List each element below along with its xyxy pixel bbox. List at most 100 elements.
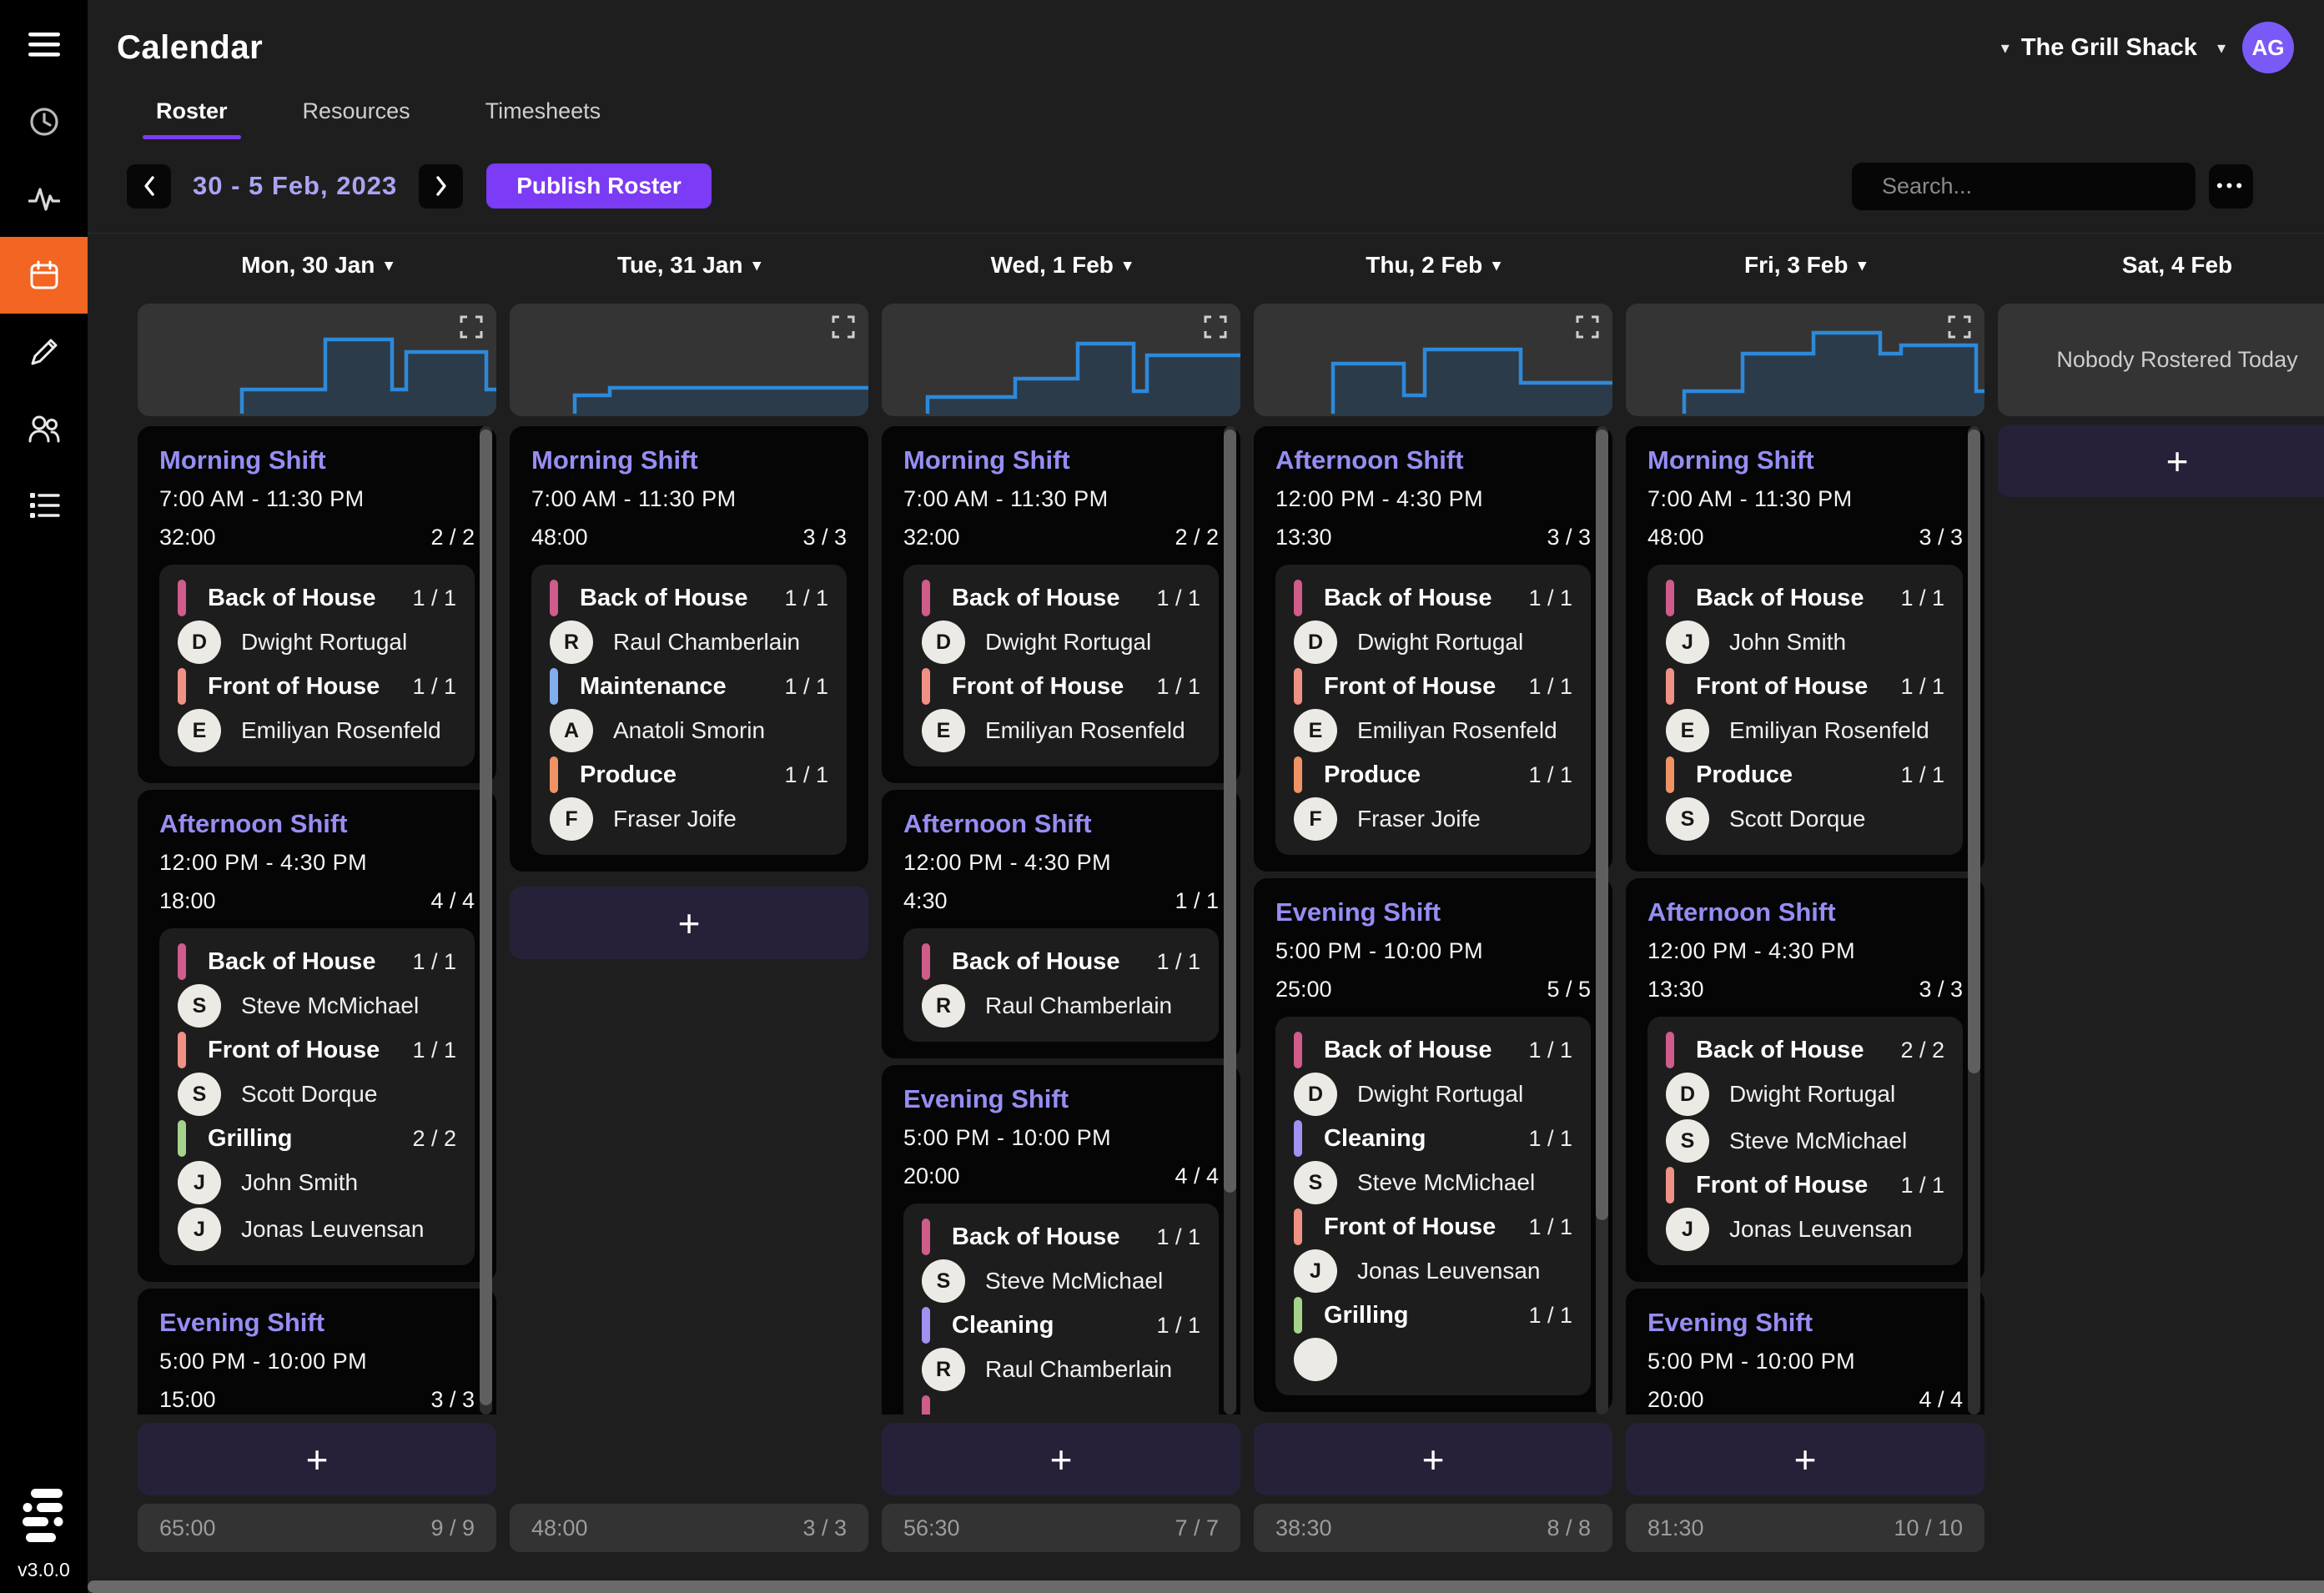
person-row[interactable]: S Steve McMichael bbox=[922, 1259, 1200, 1303]
role-row[interactable]: Front of House 1 / 1 bbox=[1666, 668, 1944, 705]
role-row[interactable]: Maintenance 1 / 1 bbox=[550, 668, 828, 705]
shift-card[interactable]: Evening Shift 5:00 PM - 10:00 PM 20:00 4… bbox=[882, 1065, 1240, 1415]
person-row[interactable]: S Steve McMichael bbox=[178, 984, 456, 1028]
person-row[interactable]: A Anatoli Smorin bbox=[550, 709, 828, 752]
role-row[interactable]: Back of House 1 / 1 bbox=[922, 943, 1200, 980]
person-row[interactable]: E Emiliyan Rosenfeld bbox=[1294, 709, 1572, 752]
scrollbar-thumb[interactable] bbox=[480, 430, 492, 1405]
calendar-icon[interactable] bbox=[0, 237, 88, 314]
shift-card[interactable]: Morning Shift 7:00 AM - 11:30 PM 48:00 3… bbox=[510, 426, 868, 872]
role-row[interactable]: Front of House 1 / 1 bbox=[1294, 1209, 1572, 1245]
tab-roster[interactable]: Roster bbox=[143, 98, 240, 139]
role-row[interactable]: Produce 1 / 1 bbox=[1666, 756, 1944, 793]
role-row[interactable]: Front of House 1 / 1 bbox=[1666, 1167, 1944, 1204]
org-switcher[interactable]: The Grill Shack bbox=[2020, 33, 2197, 61]
clock-icon[interactable] bbox=[0, 83, 88, 160]
person-row[interactable]: D Dwight Rortugal bbox=[178, 621, 456, 664]
shift-card[interactable]: Afternoon Shift 12:00 PM - 4:30 PM 4:30 … bbox=[882, 790, 1240, 1058]
shift-card[interactable]: Evening Shift 5:00 PM - 10:00 PM 25:00 5… bbox=[1254, 878, 1612, 1412]
tab-resources[interactable]: Resources bbox=[302, 98, 410, 123]
role-row[interactable]: Produce 1 / 1 bbox=[1294, 756, 1572, 793]
person-row[interactable]: E Emiliyan Rosenfeld bbox=[1666, 709, 1944, 752]
role-row[interactable]: Back of House 1 / 1 bbox=[922, 1219, 1200, 1255]
next-week-button[interactable] bbox=[419, 163, 464, 209]
add-shift-button[interactable]: + bbox=[882, 1423, 1240, 1495]
role-row[interactable]: Back of House 1 / 1 bbox=[1294, 1032, 1572, 1068]
shift-card[interactable]: Afternoon Shift 12:00 PM - 4:30 PM 13:30… bbox=[1254, 426, 1612, 872]
expand-icon[interactable] bbox=[459, 314, 484, 339]
role-row[interactable]: Back of House 1 / 1 bbox=[178, 943, 456, 980]
role-row[interactable]: Back of House 1 / 1 bbox=[550, 580, 828, 616]
day-chevron-down-icon[interactable]: ▾ bbox=[1123, 256, 1132, 274]
org-chevron-down-icon[interactable]: ▾ bbox=[2000, 38, 2010, 58]
publish-roster-button[interactable]: Publish Roster bbox=[486, 163, 712, 209]
scrollbar-thumb[interactable] bbox=[1968, 430, 1980, 1073]
role-row[interactable]: Cleaning 1 / 1 bbox=[1294, 1120, 1572, 1157]
expand-icon[interactable] bbox=[831, 314, 856, 339]
scrollbar-thumb[interactable] bbox=[1596, 430, 1608, 1220]
role-row[interactable]: Back of House 1 / 1 bbox=[922, 580, 1200, 616]
person-row[interactable]: R Raul Chamberlain bbox=[922, 1348, 1200, 1391]
expand-icon[interactable] bbox=[1947, 314, 1972, 339]
person-row[interactable]: J John Smith bbox=[178, 1161, 456, 1204]
role-row[interactable]: Grilling 2 / 2 bbox=[178, 1120, 456, 1157]
role-row[interactable] bbox=[922, 1395, 1200, 1415]
more-options-button[interactable]: ••• bbox=[2209, 163, 2253, 209]
person-row[interactable]: S Scott Dorque bbox=[1666, 797, 1944, 841]
person-row[interactable]: S Scott Dorque bbox=[178, 1073, 456, 1116]
user-avatar[interactable]: AG bbox=[2242, 22, 2294, 73]
person-row[interactable]: R Raul Chamberlain bbox=[922, 984, 1200, 1028]
role-row[interactable]: Produce 1 / 1 bbox=[550, 756, 828, 793]
role-row[interactable]: Front of House 1 / 1 bbox=[1294, 668, 1572, 705]
activity-icon[interactable] bbox=[0, 160, 88, 237]
tab-timesheets[interactable]: Timesheets bbox=[485, 98, 601, 123]
person-row[interactable]: D Dwight Rortugal bbox=[922, 621, 1200, 664]
shift-card[interactable]: Afternoon Shift 12:00 PM - 4:30 PM 13:30… bbox=[1626, 878, 1984, 1282]
expand-icon[interactable] bbox=[1203, 314, 1228, 339]
shift-card[interactable]: Morning Shift 7:00 AM - 11:30 PM 32:00 2… bbox=[138, 426, 496, 783]
add-shift-button[interactable]: + bbox=[1998, 425, 2324, 497]
person-row[interactable]: S Steve McMichael bbox=[1666, 1119, 1944, 1163]
horizontal-scrollbar-thumb[interactable] bbox=[88, 1580, 2324, 1593]
search-input[interactable] bbox=[1880, 172, 2179, 200]
account-chevron-down-icon[interactable]: ▾ bbox=[2216, 38, 2226, 58]
add-shift-button[interactable]: + bbox=[138, 1423, 496, 1495]
person-row[interactable]: J John Smith bbox=[1666, 621, 1944, 664]
role-row[interactable]: Grilling 1 / 1 bbox=[1294, 1297, 1572, 1334]
person-row[interactable] bbox=[1294, 1338, 1572, 1381]
role-row[interactable]: Back of House 1 / 1 bbox=[1294, 580, 1572, 616]
person-row[interactable]: E Emiliyan Rosenfeld bbox=[178, 709, 456, 752]
role-row[interactable]: Front of House 1 / 1 bbox=[178, 668, 456, 705]
person-row[interactable]: J Jonas Leuvensan bbox=[1294, 1249, 1572, 1293]
person-row[interactable]: J Jonas Leuvensan bbox=[178, 1208, 456, 1251]
role-row[interactable]: Front of House 1 / 1 bbox=[922, 668, 1200, 705]
person-row[interactable]: F Fraser Joife bbox=[550, 797, 828, 841]
people-icon[interactable] bbox=[0, 390, 88, 467]
person-row[interactable]: D Dwight Rortugal bbox=[1294, 621, 1572, 664]
add-shift-button[interactable]: + bbox=[1254, 1423, 1612, 1495]
day-chevron-down-icon[interactable]: ▾ bbox=[1492, 256, 1501, 274]
role-row[interactable]: Back of House 2 / 2 bbox=[1666, 1032, 1944, 1068]
person-row[interactable]: J Jonas Leuvensan bbox=[1666, 1208, 1944, 1251]
person-row[interactable]: D Dwight Rortugal bbox=[1666, 1073, 1944, 1116]
scrollbar-thumb[interactable] bbox=[1224, 430, 1236, 1193]
shift-card[interactable]: Morning Shift 7:00 AM - 11:30 PM 48:00 3… bbox=[1626, 426, 1984, 872]
day-chevron-down-icon[interactable]: ▾ bbox=[1858, 256, 1866, 274]
menu-icon[interactable] bbox=[0, 7, 88, 83]
pencil-icon[interactable] bbox=[0, 314, 88, 390]
shift-card[interactable]: Morning Shift 7:00 AM - 11:30 PM 32:00 2… bbox=[882, 426, 1240, 783]
person-row[interactable]: D Dwight Rortugal bbox=[1294, 1073, 1572, 1116]
person-row[interactable]: E Emiliyan Rosenfeld bbox=[922, 709, 1200, 752]
role-row[interactable]: Back of House 1 / 1 bbox=[178, 580, 456, 616]
person-row[interactable]: R Raul Chamberlain bbox=[550, 621, 828, 664]
day-chevron-down-icon[interactable]: ▾ bbox=[385, 256, 393, 274]
person-row[interactable]: S Steve McMichael bbox=[1294, 1161, 1572, 1204]
shift-card[interactable]: Evening Shift 5:00 PM - 10:00 PM 15:00 3… bbox=[138, 1289, 496, 1415]
prev-week-button[interactable] bbox=[127, 163, 171, 209]
role-row[interactable]: Front of House 1 / 1 bbox=[178, 1032, 456, 1068]
day-chevron-down-icon[interactable]: ▾ bbox=[752, 256, 761, 274]
expand-icon[interactable] bbox=[1575, 314, 1600, 339]
shift-card[interactable]: Afternoon Shift 12:00 PM - 4:30 PM 18:00… bbox=[138, 790, 496, 1282]
checklist-icon[interactable] bbox=[0, 467, 88, 544]
shift-card[interactable]: Evening Shift 5:00 PM - 10:00 PM 20:00 4… bbox=[1626, 1289, 1984, 1415]
